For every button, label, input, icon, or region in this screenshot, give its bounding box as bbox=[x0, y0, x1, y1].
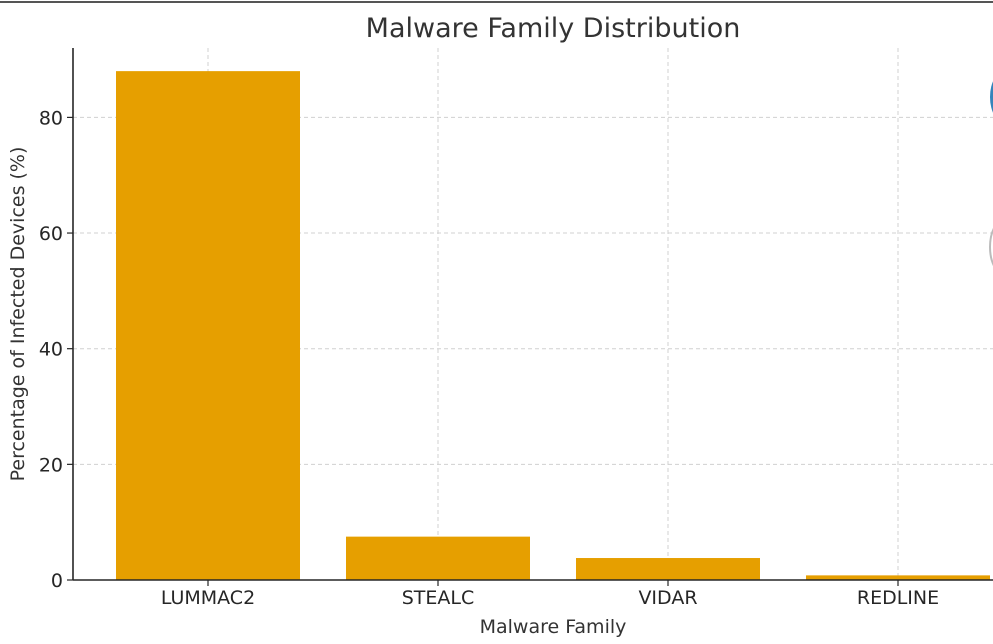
x-tick-label: VIDAR bbox=[638, 587, 697, 609]
x-tick-label: REDLINE bbox=[857, 587, 939, 609]
y-tick-label: 80 bbox=[39, 107, 63, 129]
chart-title: Malware Family Distribution bbox=[366, 13, 741, 44]
axes bbox=[72, 48, 993, 581]
x-tick-label: LUMMAC2 bbox=[161, 587, 255, 609]
bar-stealc bbox=[346, 536, 530, 580]
bar-redline bbox=[806, 575, 990, 580]
overlay-circle-icon bbox=[990, 81, 993, 113]
bar-vidar bbox=[576, 558, 760, 580]
bars bbox=[116, 71, 990, 580]
y-tick-label: 60 bbox=[39, 223, 63, 245]
y-axis-label: Percentage of Infected Devices (%) bbox=[7, 147, 29, 482]
y-tick-label: 0 bbox=[51, 570, 63, 592]
overlay-ring-icon bbox=[989, 227, 993, 267]
x-tick-label: STEALC bbox=[402, 587, 475, 609]
y-axis-ticks: 0 20 40 60 80 bbox=[39, 107, 73, 592]
y-tick-label: 20 bbox=[39, 454, 63, 476]
x-axis-ticks: LUMMAC2 STEALC VIDAR REDLINE bbox=[161, 580, 939, 609]
y-tick-label: 40 bbox=[39, 339, 63, 361]
bar-lummac2 bbox=[116, 71, 300, 580]
x-axis-label: Malware Family bbox=[480, 616, 627, 638]
